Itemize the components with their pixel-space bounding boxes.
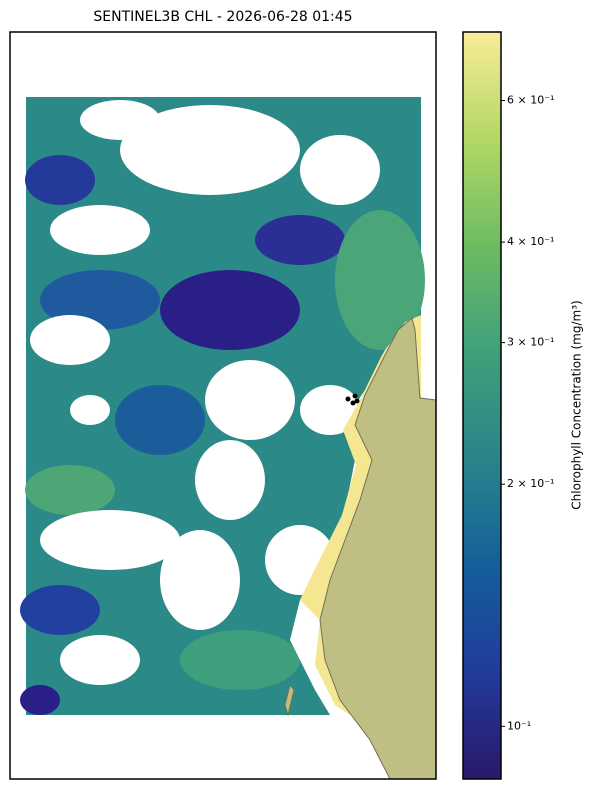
colorbar xyxy=(462,31,502,780)
title: SENTINEL3B CHL - 2026-06-28 01:45 xyxy=(93,9,352,25)
low-chl-patch xyxy=(20,685,60,715)
station xyxy=(354,398,360,404)
low-chl-patch xyxy=(25,155,95,205)
high-chl-patch xyxy=(180,630,300,690)
cloud xyxy=(195,440,265,520)
high-chl-patch xyxy=(335,210,425,350)
high-chl-patch xyxy=(25,465,115,515)
station xyxy=(352,393,358,399)
cloud xyxy=(30,315,110,365)
colorbar-tick-label: 4 × 10⁻¹ xyxy=(507,235,554,248)
low-chl-patch xyxy=(115,385,205,455)
low-chl-patch xyxy=(160,270,300,350)
colorbar-tick-label: 2 × 10⁻¹ xyxy=(507,477,554,490)
land xyxy=(319,317,436,779)
cloud xyxy=(120,105,300,195)
cloud xyxy=(60,635,140,685)
cloud xyxy=(300,385,360,435)
cloud xyxy=(300,135,380,205)
cloud xyxy=(205,360,295,440)
colorbar-tick-label: 6 × 10⁻¹ xyxy=(507,93,554,106)
colorbar-label: Chlorophyll Concentration (mg/m³) xyxy=(570,300,584,509)
colorbar-tick-label: 3 × 10⁻¹ xyxy=(507,336,554,349)
map xyxy=(20,97,436,779)
cloud xyxy=(50,205,150,255)
cloud xyxy=(70,395,110,425)
station xyxy=(345,396,351,402)
low-chl-patch xyxy=(20,585,100,635)
map-frame xyxy=(9,31,437,780)
island xyxy=(284,683,295,717)
cloud xyxy=(160,530,240,630)
low-chl-patch xyxy=(255,215,345,265)
cloud xyxy=(40,510,180,570)
colorbar-tick-label: 10⁻¹ xyxy=(507,719,531,732)
station xyxy=(350,400,356,406)
